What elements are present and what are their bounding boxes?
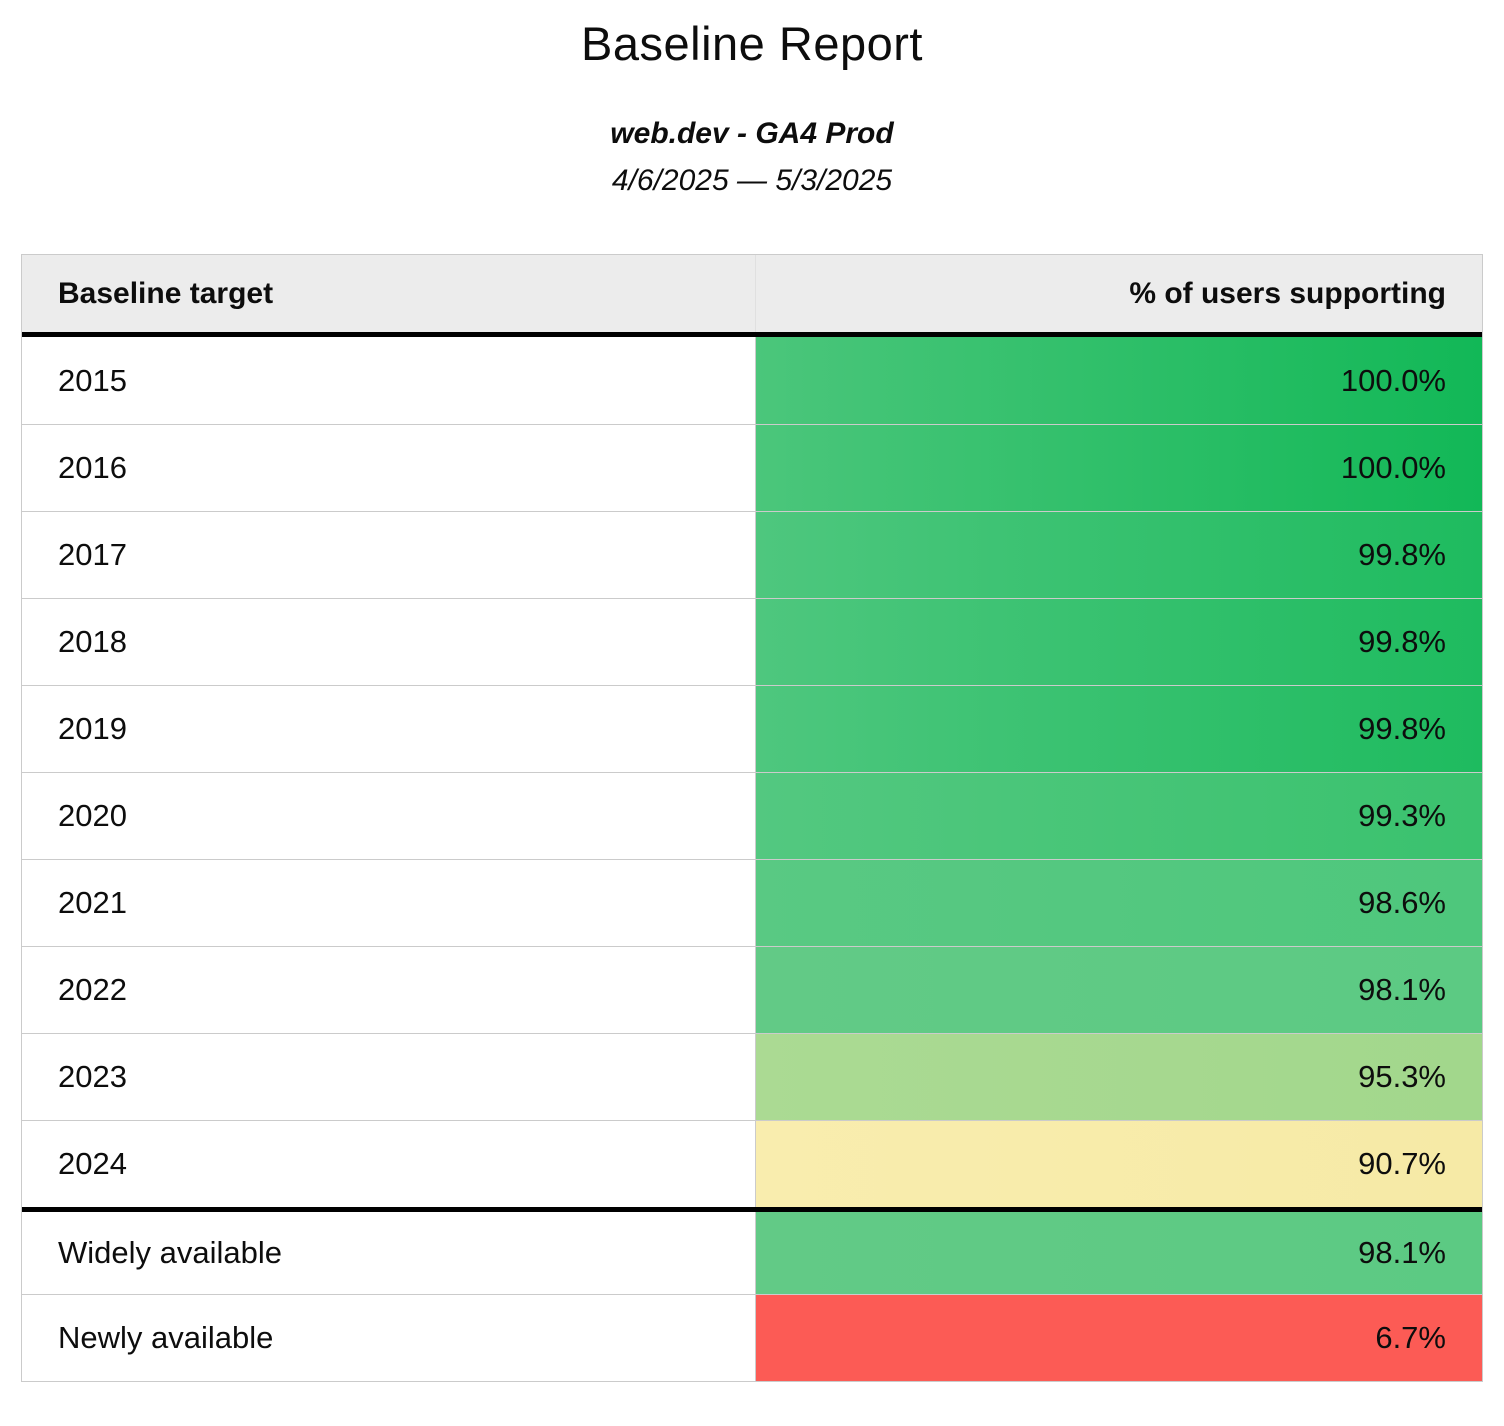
target-cell: Newly available: [58, 1320, 274, 1355]
header-cell-percent-users-supporting: % of users supporting: [755, 255, 1482, 332]
target-cell: 2018: [58, 624, 127, 659]
value-cell: 98.1%: [755, 1212, 1482, 1294]
table-row: 2018 99.8%: [22, 598, 1482, 685]
target-cell: 2020: [58, 798, 127, 833]
table-row: Widely available 98.1%: [22, 1207, 1482, 1294]
target-cell: 2024: [58, 1146, 127, 1181]
value-cell: 100.0%: [755, 337, 1482, 424]
value-cell: 98.1%: [755, 947, 1482, 1033]
table-header-row: Baseline target % of users supporting: [22, 255, 1482, 337]
baseline-table: Baseline target % of users supporting 20…: [21, 254, 1483, 1382]
value-cell: 99.3%: [755, 773, 1482, 859]
target-cell: 2023: [58, 1059, 127, 1094]
page-subtitle: web.dev - GA4 Prod: [610, 117, 894, 150]
target-cell: 2016: [58, 450, 127, 485]
target-cell: 2017: [58, 537, 127, 572]
value-cell: 100.0%: [755, 425, 1482, 511]
page-title: Baseline Report: [581, 17, 923, 70]
value-cell: 95.3%: [755, 1034, 1482, 1120]
table-row: 2020 99.3%: [22, 772, 1482, 859]
table-row: 2022 98.1%: [22, 946, 1482, 1033]
table-row: 2019 99.8%: [22, 685, 1482, 772]
table-row: 2015 100.0%: [22, 337, 1482, 424]
value-cell: 6.7%: [755, 1295, 1482, 1381]
target-cell: Widely available: [58, 1235, 282, 1270]
table-row: 2024 90.7%: [22, 1120, 1482, 1207]
target-cell: 2022: [58, 972, 127, 1007]
value-cell: 90.7%: [755, 1121, 1482, 1207]
table-wrap: Baseline target % of users supporting 20…: [21, 254, 1483, 1382]
value-cell: 99.8%: [755, 512, 1482, 598]
table-row: 2017 99.8%: [22, 511, 1482, 598]
target-cell: 2019: [58, 711, 127, 746]
table-row: 2021 98.6%: [22, 859, 1482, 946]
table-row: 2016 100.0%: [22, 424, 1482, 511]
value-cell: 99.8%: [755, 599, 1482, 685]
target-cell: 2021: [58, 885, 127, 920]
table-body: 2015 100.0% 2016 100.0% 2017 99.8% 2018 …: [22, 337, 1482, 1381]
header-cell-baseline-target: Baseline target: [58, 276, 274, 310]
value-cell: 99.8%: [755, 686, 1482, 772]
table-row: Newly available 6.7%: [22, 1294, 1482, 1381]
page-date-range: 4/6/2025 — 5/3/2025: [611, 164, 893, 197]
target-cell: 2015: [58, 362, 127, 398]
value-cell: 98.6%: [755, 860, 1482, 946]
table-row: 2023 95.3%: [22, 1033, 1482, 1120]
